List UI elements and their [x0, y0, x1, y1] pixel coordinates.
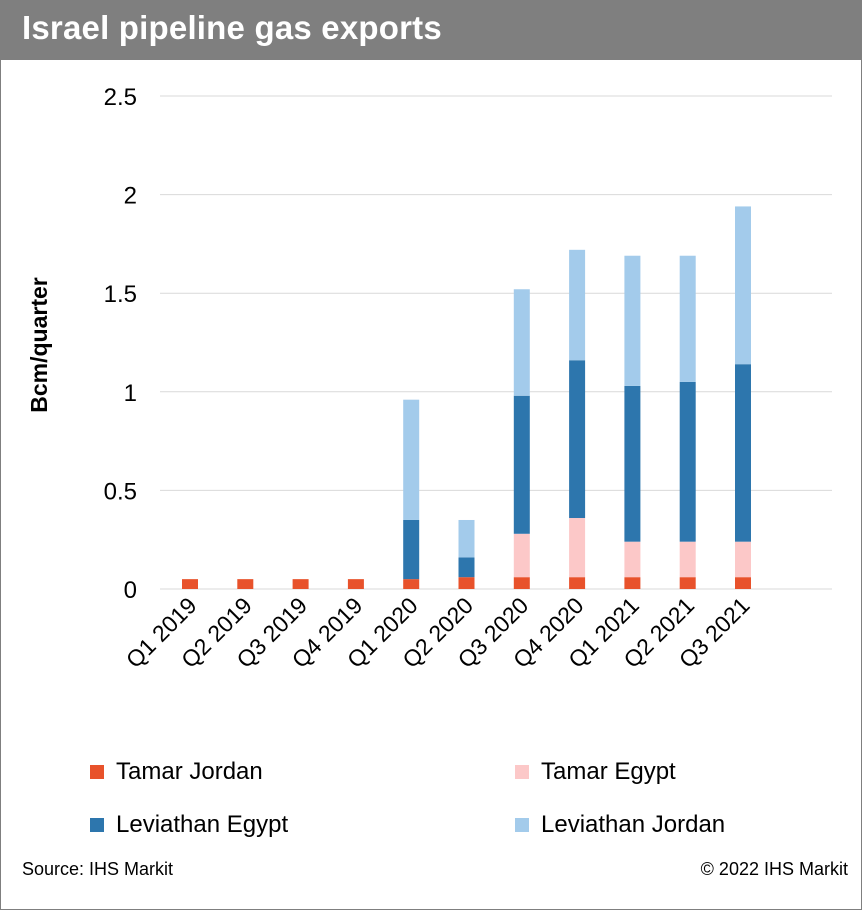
bar-tamar-jordan-q1-2020 [403, 579, 420, 589]
bar-tamar-jordan-q2-2019 [237, 579, 254, 589]
bar-tamar-jordan-q2-2020 [458, 577, 475, 589]
copyright-note: © 2022 IHS Markit [700, 859, 848, 879]
legend-swatch-tamar-jordan [90, 765, 104, 779]
bar-tamar-jordan-q1-2019 [182, 579, 198, 589]
bar-tamar-jordan-q4-2020 [569, 577, 586, 589]
bar-tamar-egypt-q3-2020 [513, 533, 530, 578]
bar-leviathan-egypt-q1-2021 [624, 385, 641, 542]
bar-tamar-jordan-q3-2021 [735, 577, 751, 589]
legend-label-leviathan-jordan: Leviathan Jordan [541, 811, 726, 838]
y-tick-label: 1 [124, 380, 137, 407]
bar-leviathan-egypt-q3-2021 [735, 364, 751, 542]
legend-label-tamar-jordan: Tamar Jordan [116, 758, 263, 785]
y-tick-label: 2 [124, 183, 137, 210]
bar-tamar-egypt-q1-2021 [624, 541, 641, 578]
bar-tamar-jordan-q4-2019 [347, 579, 364, 589]
legend-label-leviathan-egypt: Leviathan Egypt [116, 811, 289, 838]
bars [182, 206, 751, 589]
bar-tamar-jordan-q2-2021 [679, 577, 696, 589]
y-tick-label: 0.5 [104, 478, 137, 505]
bar-tamar-jordan-q1-2021 [624, 577, 641, 589]
bar-leviathan-jordan-q1-2020 [403, 399, 420, 520]
bar-leviathan-egypt-q3-2020 [513, 395, 530, 534]
bar-leviathan-egypt-q2-2020 [458, 557, 475, 578]
y-axis-label: Bcm/quarter [26, 277, 52, 413]
y-tick-label: 1.5 [104, 281, 137, 308]
bar-tamar-egypt-q2-2021 [679, 541, 696, 578]
bar-leviathan-egypt-q4-2020 [569, 360, 586, 519]
y-tick-labels: 0 0.5 1 1.5 2 2.5 [104, 84, 137, 604]
bar-leviathan-egypt-q2-2021 [679, 381, 696, 542]
legend-swatch-leviathan-egypt [90, 818, 104, 832]
bar-leviathan-jordan-q3-2021 [735, 206, 751, 365]
legend-label-tamar-egypt: Tamar Egypt [541, 758, 676, 785]
gridlines [160, 95, 832, 590]
bar-tamar-jordan-q3-2020 [513, 577, 530, 589]
bar-tamar-egypt-q3-2021 [735, 541, 751, 578]
bar-leviathan-jordan-q2-2021 [679, 255, 696, 382]
legend-swatch-leviathan-jordan [515, 818, 529, 832]
bar-tamar-jordan-q3-2019 [292, 579, 309, 589]
title-bar: Israel pipeline gas exports [0, 0, 862, 60]
y-tick-label: 0 [124, 577, 137, 604]
bar-leviathan-jordan-q4-2020 [569, 249, 586, 361]
legend-swatch-tamar-egypt [515, 765, 529, 779]
bar-leviathan-egypt-q1-2020 [403, 519, 420, 580]
bar-tamar-egypt-q4-2020 [569, 518, 586, 578]
y-tick-label: 2.5 [104, 84, 137, 111]
bar-leviathan-jordan-q1-2021 [624, 255, 641, 386]
bar-leviathan-jordan-q2-2020 [458, 519, 475, 558]
bar-leviathan-jordan-q3-2020 [513, 289, 530, 396]
chart-title: Israel pipeline gas exports [22, 9, 442, 46]
source-note: Source: IHS Markit [22, 859, 174, 879]
